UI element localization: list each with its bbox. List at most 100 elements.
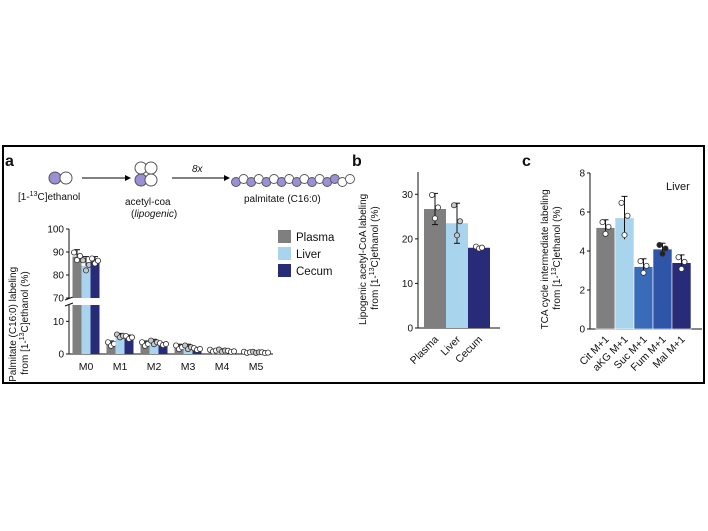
chart-a-legend: Plasma Liver Cecum (278, 230, 335, 278)
chart-b-ytick-label: 0 (407, 324, 413, 335)
chart-c-bar (633, 266, 654, 330)
chart-b-acetylcoa: Lipogenic acetyl-CoA labeling from [1-13… (358, 172, 500, 367)
legend-swatch-plasma (278, 230, 291, 243)
chart-c-ytick-label: 8 (579, 169, 585, 180)
chart-c-ytick-label: 6 (579, 208, 585, 219)
chart-a-bar-cecum (158, 344, 168, 354)
chart-a-datapoint (196, 345, 203, 352)
chart-c-datapoint (621, 232, 628, 239)
chart-a-datapoint (95, 257, 102, 264)
chart-c-datapoint (618, 199, 625, 206)
chart-a-datapoint (89, 255, 96, 262)
chart-b-bar-plasma (424, 208, 446, 328)
figure-frame (2, 145, 705, 384)
chart-b-ytick-label: 30 (402, 190, 414, 201)
chart-c-datapoint (624, 212, 631, 219)
chart-a-ytick-label: 0 (58, 350, 64, 361)
chart-a-bar-liver (115, 336, 125, 354)
chart-b-ytick-label: 10 (402, 279, 414, 290)
chart-a-xtick-label: M3 (181, 361, 196, 373)
chart-c-datapoint (678, 265, 685, 272)
chart-c-datapoint (640, 269, 647, 276)
chart-a-ylabel: Palmitate (C16:0) labeling from [1-13C]e… (8, 264, 31, 382)
chart-b-datapoint (434, 204, 441, 211)
acetylcoa-carbon-2 (144, 161, 158, 175)
chart-a-xtick-label: M2 (147, 361, 162, 373)
chart-b-bar-cecum (468, 247, 490, 328)
acetylcoa-sub: (lipogenic) (131, 209, 177, 220)
chart-c-ytick-label: 4 (579, 247, 585, 258)
chart-c-datapoint (605, 223, 612, 230)
chart-a-xtick-label: M1 (113, 361, 128, 373)
chart-a-bar-cecum (90, 305, 100, 354)
chart-a-datapoint (264, 349, 271, 356)
chart-a-ytick-label: 70 (53, 294, 65, 305)
chart-c-datapoint (643, 262, 650, 269)
chart-a-bar-plasma (72, 305, 82, 354)
panel-label-a: a (5, 153, 14, 170)
acetylcoa-label: acetyl-coa (125, 197, 171, 208)
chart-a-bar-liver (149, 342, 159, 354)
chart-b-datapoint (456, 218, 463, 225)
panel-label-c: c (522, 153, 531, 170)
chart-a-bar-plasma (140, 344, 150, 354)
chart-b-bar-liver (446, 223, 468, 328)
ethanol-label: [1-13C]ethanol (18, 191, 80, 203)
legend-label-cecum: Cecum (296, 266, 332, 278)
chart-a-ytick-label: 10 (53, 317, 65, 328)
chart-a-bar-cecum (90, 261, 100, 298)
chart-c-datapoint (681, 258, 688, 265)
palmitate-chain (231, 174, 355, 187)
chart-a-ytick-label: 80 (53, 271, 65, 282)
chart-c-bar (671, 262, 692, 330)
legend-swatch-cecum (278, 264, 291, 277)
chart-a-ytick-label: 90 (53, 248, 65, 259)
chart-a-xtick-label: M4 (215, 361, 230, 373)
chart-b-datapoint (450, 202, 457, 209)
chart-c-datapoint (675, 254, 682, 261)
acetylcoa-carbon-3 (144, 173, 158, 187)
chart-c-ylabel: TCA cycle intermediate labeling from [1-… (540, 187, 563, 330)
chart-a-palmitate: Palmitate (C16:0) labeling from [1-13C]e… (8, 225, 273, 382)
chart-a-bar-plasma (72, 256, 82, 298)
chart-c-datapoint (637, 258, 644, 265)
chart-b-datapoint (431, 215, 438, 222)
chart-a-xtick-label: M5 (249, 361, 264, 373)
chart-a-bar-plasma (106, 344, 116, 354)
palmitate-carbon (345, 174, 355, 184)
chart-a-bar-liver (81, 265, 91, 298)
legend-swatch-liver (278, 247, 291, 260)
palmitate-label: palmitate (C16:0) (244, 194, 321, 205)
panel-label-b: b (352, 153, 362, 170)
chart-c-datapoint (602, 230, 609, 237)
pathway-schematic: [1-13C]ethanol acetyl-coa (lipogenic) 8x… (18, 161, 355, 220)
chart-b-datapoint (453, 232, 460, 239)
chart-a-datapoint (230, 348, 237, 355)
chart-c-datapoint (659, 250, 666, 257)
chart-c-tca: TCA cycle intermediate labeling from [1-… (540, 169, 702, 374)
chart-c-bar (595, 227, 616, 330)
chart-a-datapoint (74, 257, 81, 264)
chart-c-datapoint (656, 241, 663, 248)
chart-c-ytick-label: 0 (579, 325, 585, 336)
legend-label-liver: Liver (296, 249, 321, 261)
chart-a-bar-liver (81, 305, 91, 354)
chart-b-datapoint (428, 191, 435, 198)
ethanol-carbon (59, 171, 73, 185)
chart-a-datapoint (83, 267, 90, 274)
ethanol-carbon-labeled (48, 171, 62, 185)
chart-b-ytick-label: 20 (402, 234, 414, 245)
chart-c-ytick-label: 2 (579, 286, 585, 297)
chart-b-ylabel: Lipogenic acetyl-CoA labeling from [1-13… (358, 191, 381, 325)
chart-b-xtick-label: Plasma (408, 334, 441, 367)
chart-a-ytick-label: 100 (47, 225, 64, 236)
chart-a-bar-cecum (124, 337, 134, 354)
chart-a-datapoint (162, 341, 169, 348)
legend-label-plasma: Plasma (296, 232, 335, 244)
factor-label: 8x (192, 164, 204, 175)
chart-a-axis-break (64, 302, 74, 307)
chart-c-bar (652, 248, 673, 330)
chart-a-xtick-label: M0 (79, 361, 94, 373)
chart-c-annotation: Liver (666, 181, 690, 193)
